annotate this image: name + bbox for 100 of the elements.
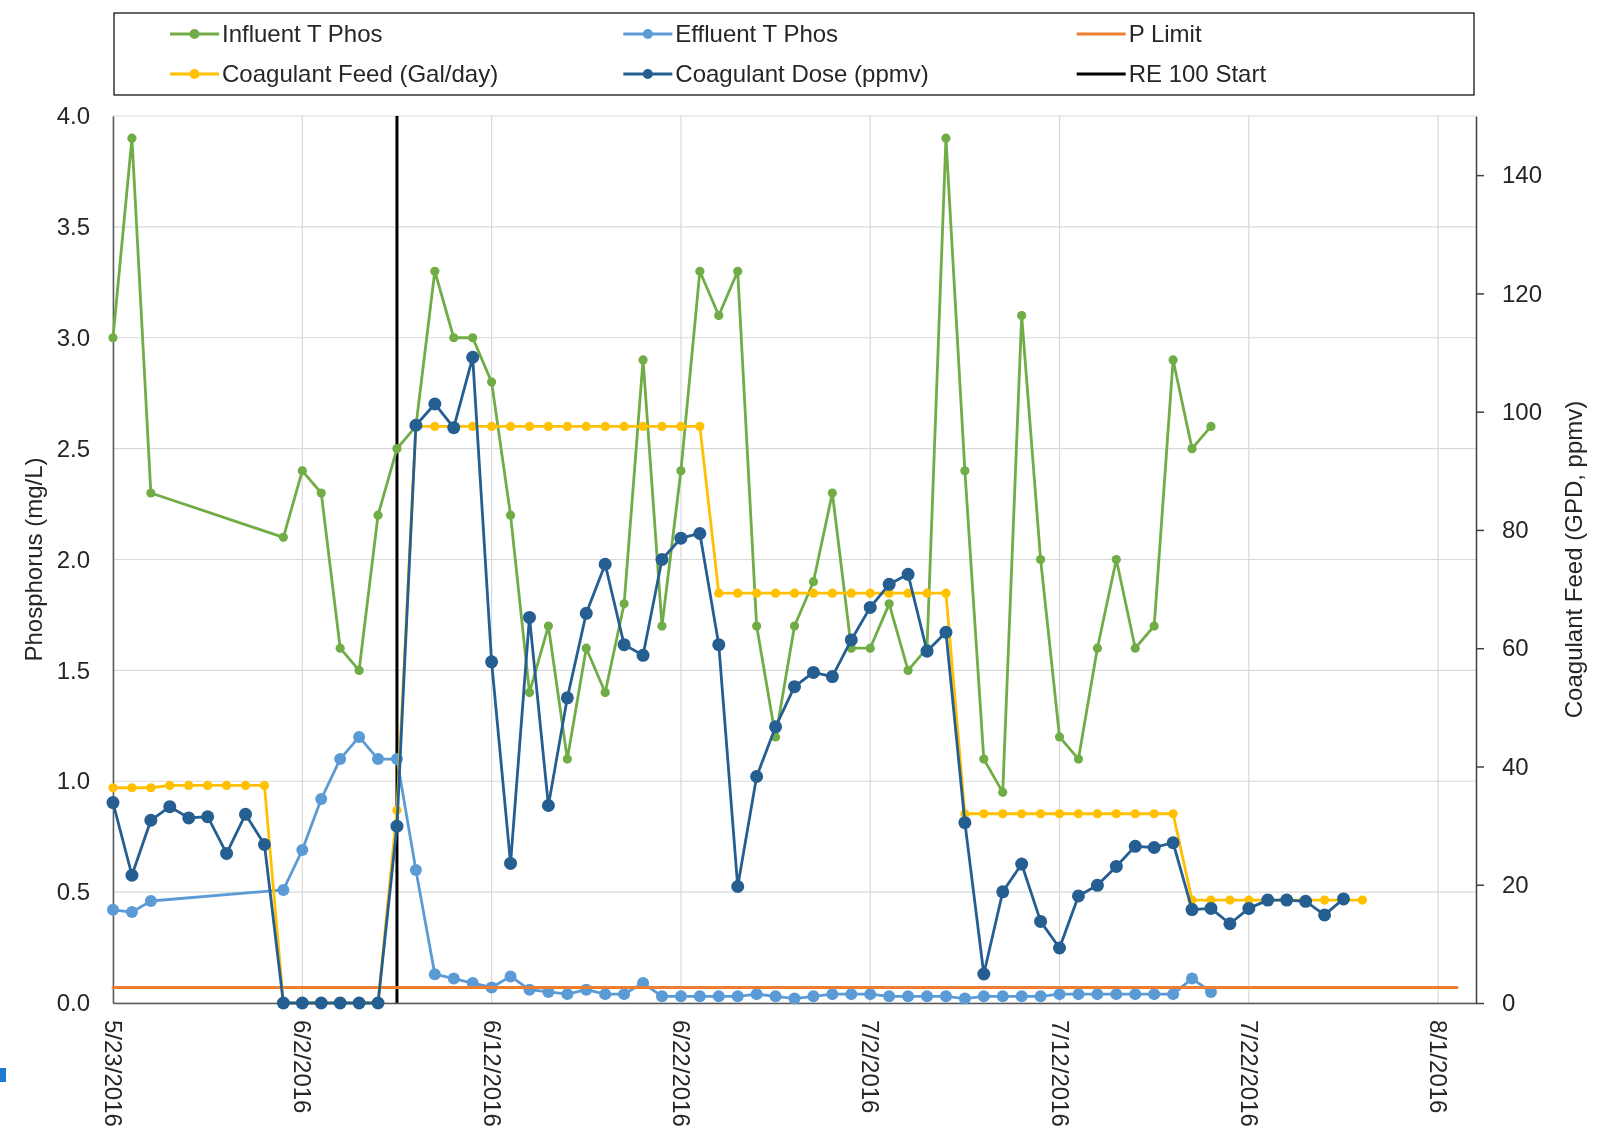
point (1054, 809, 1065, 819)
legend-label: RE 100 Start (1128, 60, 1267, 88)
point (487, 421, 497, 432)
point (334, 753, 347, 766)
y-tick-label: 2.5 (56, 434, 90, 462)
point (731, 990, 744, 1003)
point (1168, 355, 1178, 365)
point (1017, 310, 1027, 321)
point (1036, 809, 1046, 819)
point (335, 643, 345, 653)
point (430, 266, 440, 276)
point (960, 466, 970, 476)
y2-tick-label: 120 (1502, 279, 1543, 307)
y-tick-label: 0.5 (56, 878, 90, 906)
point (693, 990, 706, 1003)
point (184, 780, 194, 790)
point (600, 421, 610, 432)
point (1034, 990, 1047, 1003)
x-tick-label: 7/2/2016 (857, 1020, 885, 1114)
point (1149, 621, 1159, 631)
point (1111, 809, 1121, 819)
legend-label: Effluent T Phos (675, 20, 839, 48)
point (1054, 732, 1065, 742)
point (409, 863, 422, 876)
point (203, 780, 213, 790)
point (827, 488, 837, 498)
point (1092, 643, 1102, 653)
y-tick-label: 3.0 (56, 323, 90, 351)
point (846, 588, 856, 598)
point (354, 665, 364, 675)
x-tick-label: 7/12/2016 (1046, 1020, 1074, 1127)
point (657, 621, 667, 631)
point (108, 333, 118, 343)
point (618, 988, 631, 1001)
point (884, 599, 894, 609)
y2-tick-label: 20 (1502, 870, 1529, 898)
point (1149, 809, 1159, 819)
point (543, 421, 553, 432)
point (524, 421, 535, 432)
point (428, 968, 441, 981)
point (752, 621, 762, 631)
y2-tick-label: 100 (1502, 397, 1543, 425)
point (1036, 554, 1046, 565)
point (1111, 554, 1121, 565)
point (561, 988, 574, 1001)
x-tick-label: 8/1/2016 (1425, 1020, 1453, 1114)
point (562, 754, 572, 764)
point (146, 783, 156, 793)
point (808, 588, 819, 598)
point (922, 588, 932, 598)
point (789, 588, 800, 598)
point (977, 990, 990, 1003)
point (638, 421, 648, 432)
point (769, 990, 782, 1003)
point (1206, 421, 1216, 432)
point (1187, 444, 1197, 454)
y2-tick-label: 0 (1502, 989, 1516, 1017)
point (373, 510, 383, 520)
point (657, 421, 667, 432)
y-tick-label: 0.0 (56, 989, 90, 1017)
y2-axis-title: Coagulant Feed (GPD, ppmv) (1560, 400, 1588, 719)
point (108, 783, 118, 793)
point (1225, 895, 1235, 905)
point (676, 421, 686, 432)
point (316, 488, 326, 498)
point (581, 643, 591, 653)
point (125, 906, 138, 919)
point (278, 532, 288, 542)
point (733, 588, 743, 598)
point (903, 665, 913, 675)
point (562, 421, 572, 432)
point (996, 990, 1009, 1003)
x-tick-label: 6/12/2016 (478, 1020, 506, 1127)
point (505, 421, 516, 432)
point (864, 988, 877, 1001)
point (770, 588, 781, 598)
y2-tick-label: 40 (1502, 752, 1529, 780)
legend-label: P Limit (1128, 20, 1202, 48)
point (1148, 988, 1161, 1001)
x-tick-label: 6/22/2016 (668, 1020, 696, 1127)
point (1130, 809, 1140, 819)
y2-tick-label: 80 (1502, 516, 1529, 544)
point (826, 988, 839, 1001)
point (865, 588, 875, 598)
point (714, 310, 724, 321)
point (941, 133, 951, 143)
point (107, 903, 119, 916)
point (998, 787, 1008, 797)
point (1130, 643, 1140, 653)
point (392, 444, 402, 454)
point (353, 730, 366, 743)
y-tick-label: 1.5 (56, 656, 90, 684)
legend-label: Influent T Phos (222, 20, 383, 48)
point (447, 972, 460, 985)
point (504, 970, 517, 983)
point (259, 780, 270, 790)
point (221, 780, 232, 790)
legend-label: Coagulant Feed (Gal/day) (222, 60, 499, 88)
point (712, 990, 725, 1003)
point (941, 588, 951, 598)
